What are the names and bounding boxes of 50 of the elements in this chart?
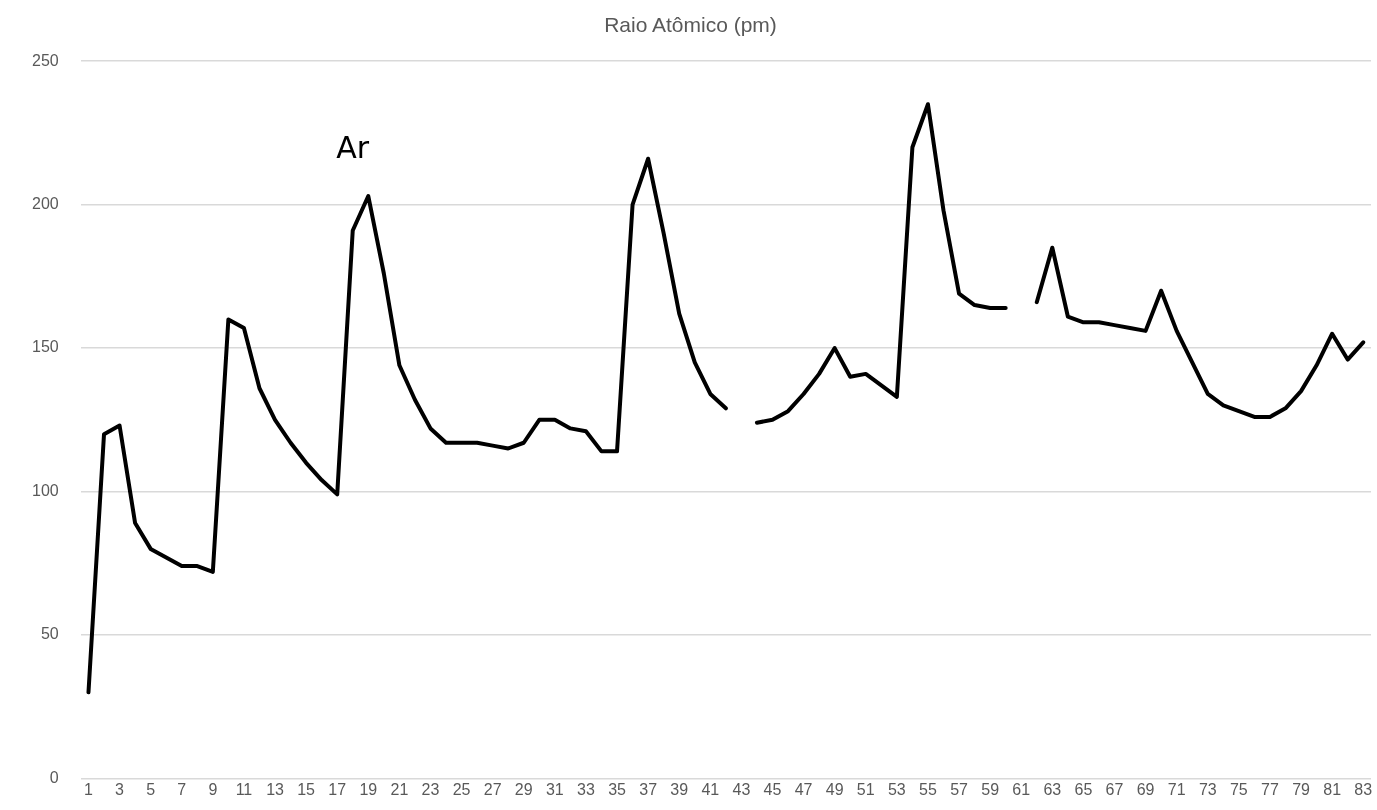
annotation: Ar bbox=[336, 130, 370, 166]
y-tick-label: 50 bbox=[40, 625, 59, 643]
y-tick-label: 0 bbox=[49, 768, 59, 786]
y-tick-label: 150 bbox=[31, 338, 59, 356]
x-tick-label: 81 bbox=[1323, 781, 1342, 799]
x-tick-label: 1 bbox=[84, 781, 94, 799]
x-tick-label: 77 bbox=[1261, 781, 1279, 799]
y-tick-label: 200 bbox=[31, 195, 59, 213]
x-tick-label: 59 bbox=[981, 781, 1000, 799]
x-tick-label: 57 bbox=[950, 781, 969, 799]
x-tick-label: 49 bbox=[825, 781, 844, 799]
x-tick-label: 25 bbox=[452, 781, 471, 799]
x-tick-label: 63 bbox=[1043, 781, 1062, 799]
x-tick-label: 23 bbox=[421, 781, 440, 799]
x-tick-label: 43 bbox=[732, 781, 751, 799]
x-tick-label: 71 bbox=[1167, 781, 1186, 799]
x-tick-label: 19 bbox=[359, 781, 378, 799]
x-tick-label: 11 bbox=[235, 781, 253, 799]
x-tick-label: 73 bbox=[1198, 781, 1217, 799]
x-tick-label: 5 bbox=[146, 781, 156, 799]
x-tick-label: 45 bbox=[763, 781, 782, 799]
x-tick-label: 47 bbox=[794, 781, 813, 799]
x-tick-label: 35 bbox=[608, 781, 627, 799]
y-tick-label: 100 bbox=[31, 481, 59, 499]
x-tick-label: 15 bbox=[297, 781, 316, 799]
x-tick-label: 29 bbox=[514, 781, 533, 799]
x-tick-label: 79 bbox=[1292, 781, 1311, 799]
x-tick-label: 53 bbox=[887, 781, 906, 799]
x-tick-label: 75 bbox=[1229, 781, 1248, 799]
x-tick-label: 21 bbox=[390, 781, 409, 799]
x-tick-label: 9 bbox=[208, 781, 218, 799]
x-tick-label: 7 bbox=[177, 781, 187, 799]
x-tick-label: 3 bbox=[115, 781, 125, 799]
x-tick-label: 83 bbox=[1354, 781, 1373, 799]
x-tick-label: 41 bbox=[701, 781, 720, 799]
x-tick-label: 27 bbox=[483, 781, 502, 799]
x-tick-label: 17 bbox=[328, 781, 347, 799]
x-tick-label: 37 bbox=[639, 781, 658, 799]
x-tick-label: 61 bbox=[1012, 781, 1031, 799]
x-tick-label: 33 bbox=[577, 781, 595, 799]
x-tick-label: 51 bbox=[856, 781, 875, 799]
x-tick-label: 55 bbox=[919, 781, 937, 799]
y-tick-label: 250 bbox=[31, 51, 59, 69]
x-tick-label: 69 bbox=[1136, 781, 1155, 799]
x-tick-label: 31 bbox=[545, 781, 564, 799]
x-tick-label: 13 bbox=[266, 781, 285, 799]
x-tick-label: 39 bbox=[670, 781, 689, 799]
x-tick-label: 67 bbox=[1105, 781, 1124, 799]
x-tick-label: 65 bbox=[1074, 781, 1093, 799]
chart-title: Raio Atômico (pm) bbox=[604, 13, 777, 37]
